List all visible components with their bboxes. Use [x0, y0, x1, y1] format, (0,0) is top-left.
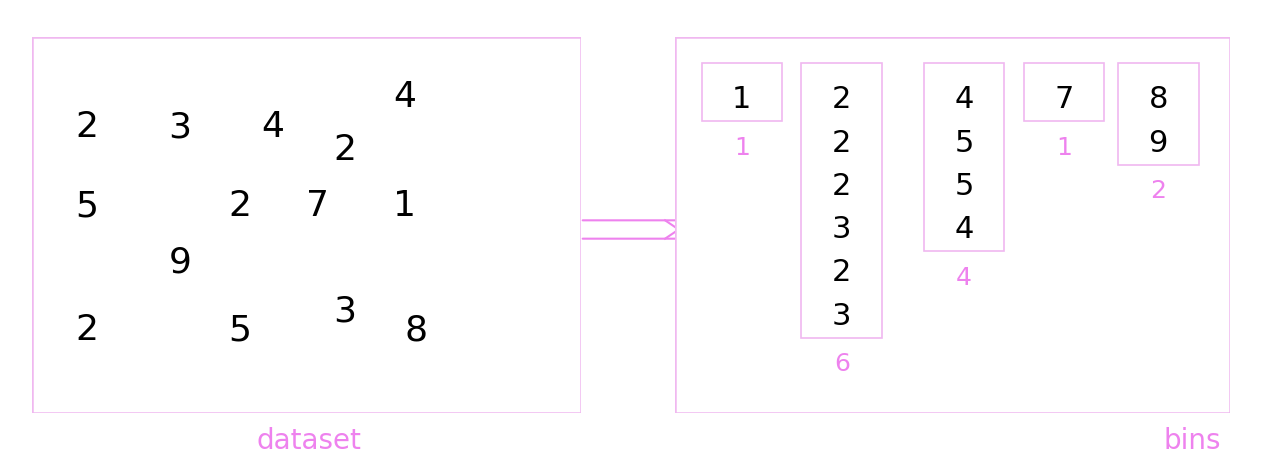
Text: 4: 4 — [955, 266, 972, 290]
Text: 5: 5 — [74, 189, 98, 223]
Text: 1: 1 — [1056, 136, 1071, 160]
Text: 2: 2 — [74, 110, 98, 144]
Text: dataset: dataset — [256, 426, 362, 455]
Text: 4: 4 — [954, 215, 973, 244]
Text: 3: 3 — [168, 110, 192, 144]
Text: 8: 8 — [404, 313, 428, 347]
Text: 3: 3 — [832, 215, 852, 244]
Text: 2: 2 — [74, 313, 98, 347]
Bar — [1118, 63, 1199, 165]
Text: 2: 2 — [832, 258, 852, 287]
Text: 1: 1 — [394, 189, 416, 223]
Text: 7: 7 — [1054, 85, 1074, 114]
Text: 1: 1 — [732, 85, 751, 114]
Text: 8: 8 — [1148, 85, 1169, 114]
Text: 2: 2 — [832, 85, 852, 114]
Text: 2: 2 — [333, 133, 356, 167]
Text: 7: 7 — [305, 189, 328, 223]
Text: bins: bins — [1164, 426, 1222, 455]
Text: 4: 4 — [954, 85, 973, 114]
Text: 1: 1 — [734, 136, 750, 160]
Bar — [801, 63, 882, 338]
Bar — [702, 63, 782, 121]
Text: 9: 9 — [1148, 129, 1167, 157]
Bar — [924, 63, 1005, 251]
Text: 2: 2 — [832, 172, 852, 201]
Text: 3: 3 — [832, 302, 852, 330]
Text: 5: 5 — [954, 172, 973, 201]
Text: 2: 2 — [228, 189, 251, 223]
Bar — [1023, 63, 1104, 121]
Text: 6: 6 — [834, 352, 849, 376]
Text: 2: 2 — [832, 129, 852, 157]
Text: 4: 4 — [394, 80, 416, 114]
Text: 5: 5 — [228, 313, 251, 347]
Text: 4: 4 — [261, 110, 285, 144]
Text: 3: 3 — [333, 295, 356, 329]
Text: 2: 2 — [1150, 179, 1166, 203]
Text: 9: 9 — [168, 246, 192, 280]
Text: 5: 5 — [954, 129, 973, 157]
